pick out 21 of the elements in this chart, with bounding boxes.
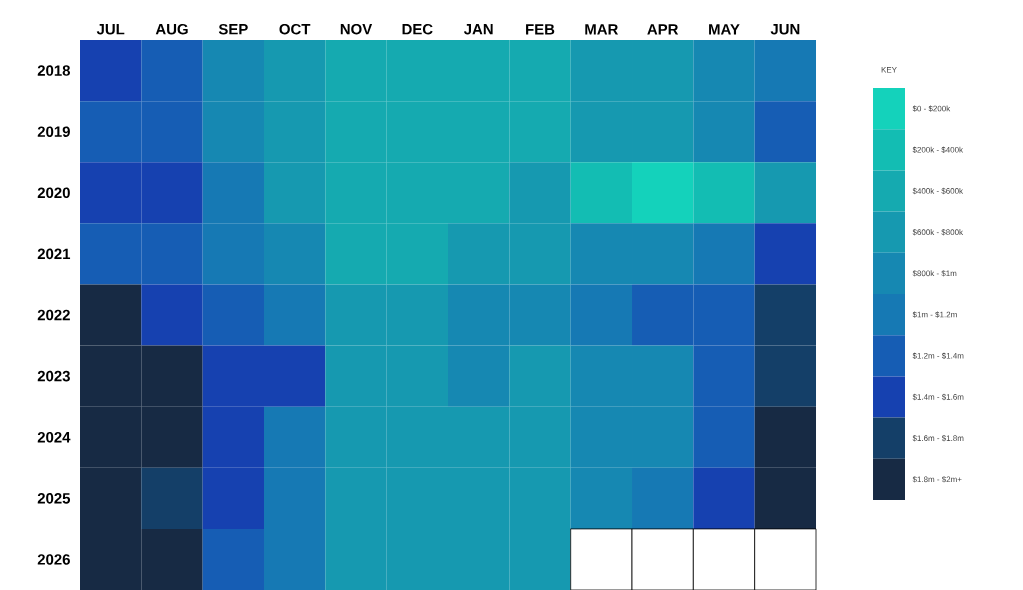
y-tick-label: 2022 (37, 309, 70, 321)
x-tick-label: SEP (218, 23, 248, 35)
y-tick-label: 2021 (37, 248, 71, 260)
x-tick-label: JUN (770, 24, 800, 35)
y-tick-label: 2025 (37, 493, 71, 504)
y-tick-label: 2024 (37, 431, 71, 443)
y-tick-label: 2019 (37, 126, 70, 137)
y-tick-label: 2018 (37, 65, 71, 76)
x-tick-label: NOV (340, 23, 373, 35)
y-tick-label: 2026 (37, 554, 70, 565)
x-tick-label: JAN (463, 24, 493, 35)
y-tick-label: 2023 (37, 370, 70, 382)
x-tick-label: FEB (526, 24, 555, 35)
x-tick-label: APR (647, 24, 679, 35)
x-tick-label: AUG (155, 23, 188, 35)
x-tick-label: MAY (709, 24, 740, 35)
x-tick-label: DEC (402, 23, 433, 35)
y-tick-label: 2020 (37, 187, 70, 199)
x-tick-label: JUL (96, 24, 125, 35)
x-tick-label: OCT (279, 23, 311, 35)
x-tick-label: MAR (585, 24, 619, 35)
